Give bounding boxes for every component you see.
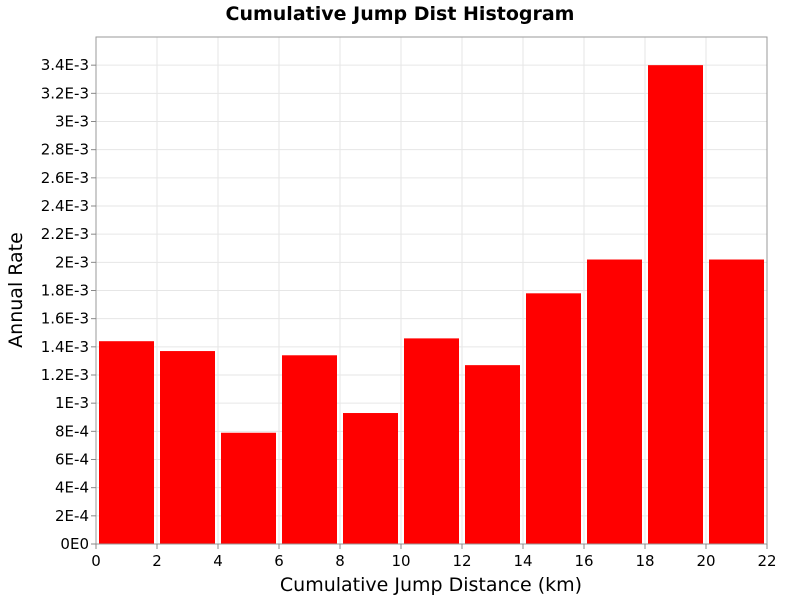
histogram-bar — [221, 432, 276, 544]
x-tick-label: 8 — [335, 552, 345, 570]
y-tick-label: 3.2E-3 — [41, 84, 89, 102]
x-tick-label: 0 — [91, 552, 101, 570]
y-tick-label: 2.8E-3 — [41, 141, 89, 159]
x-tick-label: 16 — [574, 552, 593, 570]
y-axis-label: Annual Rate — [5, 232, 27, 348]
x-tick-label: 22 — [757, 552, 776, 570]
y-tick-label: 1.2E-3 — [41, 366, 89, 384]
y-tick-label: 3E-3 — [55, 113, 89, 131]
x-tick-label: 20 — [696, 552, 715, 570]
histogram-bar — [404, 338, 459, 544]
y-tick-label: 2E-4 — [55, 507, 89, 525]
y-tick-label: 3.4E-3 — [41, 56, 89, 74]
x-tick-label: 10 — [391, 552, 410, 570]
histogram-bar — [99, 341, 154, 544]
y-tick-label: 1.8E-3 — [41, 282, 89, 300]
y-axis-ticks: 0E0 2E-4 4E-4 6E-4 8E-4 1E-3 1.2E-3 1.4E-3 1.6E-… — [41, 56, 96, 553]
y-tick-label: 1.6E-3 — [41, 310, 89, 328]
histogram-bar — [526, 293, 581, 544]
x-tick-label: 4 — [213, 552, 223, 570]
x-tick-label: 12 — [452, 552, 471, 570]
histogram-bar — [587, 259, 642, 544]
y-tick-label: 2.2E-3 — [41, 225, 89, 243]
y-tick-label: 8E-4 — [55, 422, 89, 440]
y-tick-label: 2E-3 — [55, 253, 89, 271]
x-tick-label: 2 — [152, 552, 162, 570]
x-axis-ticks: 0 2 4 6 8 10 12 14 16 18 20 22 — [91, 544, 777, 570]
x-tick-label: 6 — [274, 552, 284, 570]
histogram-bar — [648, 65, 703, 545]
histogram-bar — [709, 259, 764, 544]
x-axis-label: Cumulative Jump Distance (km) — [280, 574, 582, 596]
y-tick-label: 1E-3 — [55, 394, 89, 412]
x-tick-label: 18 — [635, 552, 654, 570]
x-tick-label: 14 — [513, 552, 532, 570]
histogram-bar — [160, 351, 215, 544]
bars — [99, 65, 764, 545]
y-tick-label: 1.4E-3 — [41, 338, 89, 356]
histogram-bar — [343, 413, 398, 544]
y-tick-label: 2.6E-3 — [41, 169, 89, 187]
y-tick-label: 6E-4 — [55, 451, 89, 469]
histogram-bar — [282, 355, 337, 544]
histogram-bar — [465, 365, 520, 544]
y-tick-label: 0E0 — [60, 535, 89, 553]
chart-title: Cumulative Jump Dist Histogram — [226, 3, 575, 25]
y-tick-label: 4E-4 — [55, 479, 89, 497]
y-tick-label: 2.4E-3 — [41, 197, 89, 215]
